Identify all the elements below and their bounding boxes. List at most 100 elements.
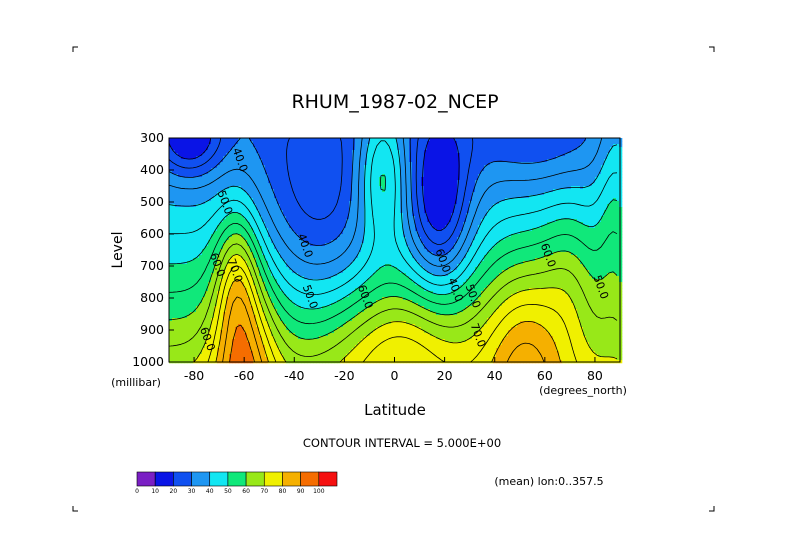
field-cell	[511, 195, 515, 199]
field-cell	[340, 234, 344, 238]
field-cell	[322, 168, 326, 172]
field-cell	[229, 216, 233, 220]
field-cell	[235, 174, 239, 178]
field-cell	[430, 168, 434, 172]
field-cell	[574, 156, 578, 160]
field-cell	[202, 138, 206, 142]
field-cell	[277, 174, 281, 178]
field-cell	[490, 162, 494, 166]
field-cell	[499, 204, 503, 208]
field-cell	[253, 159, 257, 163]
field-cell	[268, 147, 272, 151]
field-cell	[319, 180, 323, 184]
field-cell	[358, 177, 362, 181]
field-cell	[460, 201, 464, 205]
field-cell	[322, 204, 326, 208]
field-cell	[409, 216, 413, 220]
field-cell	[175, 228, 179, 232]
field-cell	[388, 222, 392, 226]
field-cell	[400, 234, 404, 238]
field-cell	[520, 195, 524, 199]
field-cell	[616, 156, 620, 160]
field-cell	[247, 150, 251, 154]
field-cell	[349, 141, 353, 145]
field-cell	[184, 192, 188, 196]
field-cell	[217, 234, 221, 238]
field-cell	[262, 210, 266, 214]
field-cell	[286, 189, 290, 193]
field-cell	[418, 186, 422, 190]
field-cell	[505, 231, 509, 235]
field-cell	[235, 207, 239, 211]
field-cell	[382, 168, 386, 172]
field-cell	[205, 207, 209, 211]
field-cell	[223, 153, 227, 157]
field-cell	[364, 180, 368, 184]
field-cell	[406, 207, 410, 211]
field-cell	[391, 216, 395, 220]
field-cell	[454, 180, 458, 184]
field-cell	[415, 225, 419, 229]
field-cell	[196, 168, 200, 172]
field-cell	[550, 144, 554, 148]
field-cell	[460, 219, 464, 223]
field-cell	[526, 165, 530, 169]
field-cell	[184, 225, 188, 229]
field-cell	[388, 210, 392, 214]
field-cell	[502, 234, 506, 238]
field-cell	[502, 189, 506, 193]
field-cell	[508, 183, 512, 187]
field-cell	[178, 141, 182, 145]
field-cell	[403, 165, 407, 169]
field-cell	[442, 201, 446, 205]
field-cell	[367, 147, 371, 151]
field-cell	[577, 156, 581, 160]
field-cell	[571, 195, 575, 199]
field-cell	[202, 213, 206, 217]
field-cell	[235, 225, 239, 229]
field-cell	[328, 159, 332, 163]
field-cell	[538, 141, 542, 145]
field-cell	[592, 144, 596, 148]
field-cell	[304, 204, 308, 208]
field-cell	[574, 138, 578, 142]
field-cell	[283, 147, 287, 151]
field-cell	[565, 147, 569, 151]
field-cell	[511, 228, 515, 232]
field-cell	[499, 216, 503, 220]
field-cell	[322, 213, 326, 217]
field-cell	[556, 204, 560, 208]
field-cell	[583, 189, 587, 193]
field-cell	[325, 225, 329, 229]
field-cell	[556, 186, 560, 190]
field-cell	[268, 189, 272, 193]
field-cell	[328, 192, 332, 196]
field-cell	[613, 216, 617, 220]
field-cell	[376, 192, 380, 196]
field-cell	[316, 216, 320, 220]
field-cell	[253, 195, 257, 199]
field-cell	[229, 204, 233, 208]
field-cell	[232, 198, 236, 202]
field-cell	[370, 219, 374, 223]
field-cell	[526, 183, 530, 187]
field-cell	[190, 186, 194, 190]
field-cell	[565, 159, 569, 163]
field-cell	[619, 204, 623, 208]
field-cell	[490, 195, 494, 199]
field-cell	[280, 192, 284, 196]
field-cell	[487, 204, 491, 208]
field-cell	[529, 168, 533, 172]
field-cell	[322, 198, 326, 202]
field-cell	[313, 138, 317, 142]
field-cell	[496, 228, 500, 232]
field-cell	[205, 195, 209, 199]
field-cell	[214, 210, 218, 214]
field-cell	[370, 231, 374, 235]
field-cell	[274, 213, 278, 217]
field-cell	[190, 234, 194, 238]
field-cell	[370, 216, 374, 220]
field-cell	[580, 156, 584, 160]
field-cell	[412, 150, 416, 154]
field-cell	[550, 201, 554, 205]
